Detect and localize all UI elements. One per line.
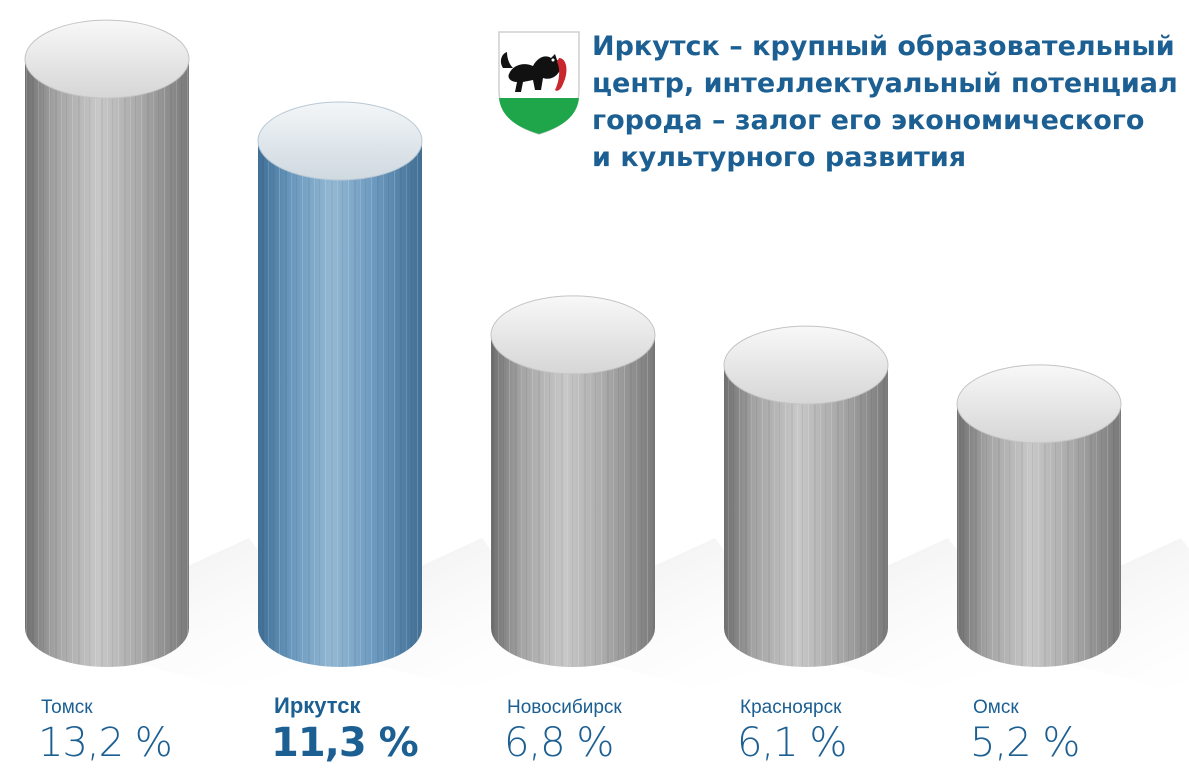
category-label: Иркутск (274, 693, 361, 718)
category-label: Томск (41, 697, 93, 718)
value-label: 6,8 % (504, 720, 614, 766)
bar-texture (491, 334, 655, 667)
bar-top-cap (723, 325, 889, 405)
value-label: 6,1 % (737, 720, 847, 766)
category-label: Красноярск (740, 697, 842, 718)
headline-line: города – залог его экономического (592, 105, 1145, 136)
value-label: 11,3 % (271, 720, 419, 766)
headline-line: Иркутск – крупный образовательный (592, 31, 1175, 62)
value-label: 13,2 % (38, 720, 173, 766)
category-label: Новосибирск (507, 697, 622, 718)
bar-texture (724, 365, 888, 667)
irkutsk-coat-of-arms-icon (498, 31, 580, 135)
bar-texture (25, 59, 189, 667)
bar-top-cap (956, 364, 1122, 444)
bar-texture (957, 403, 1121, 667)
bar-top-cap (257, 101, 423, 181)
bar-texture (258, 140, 422, 668)
headline-line: и культурного развития (592, 142, 967, 173)
bar-top-cap (24, 19, 190, 99)
headline: Иркутск – крупный образовательный центр,… (592, 28, 1182, 176)
bar-top-cap (490, 295, 656, 375)
headline-line: центр, интеллектуальный потенциал (592, 68, 1178, 99)
category-label: Омск (973, 697, 1019, 718)
value-label: 5,2 % (970, 720, 1080, 766)
